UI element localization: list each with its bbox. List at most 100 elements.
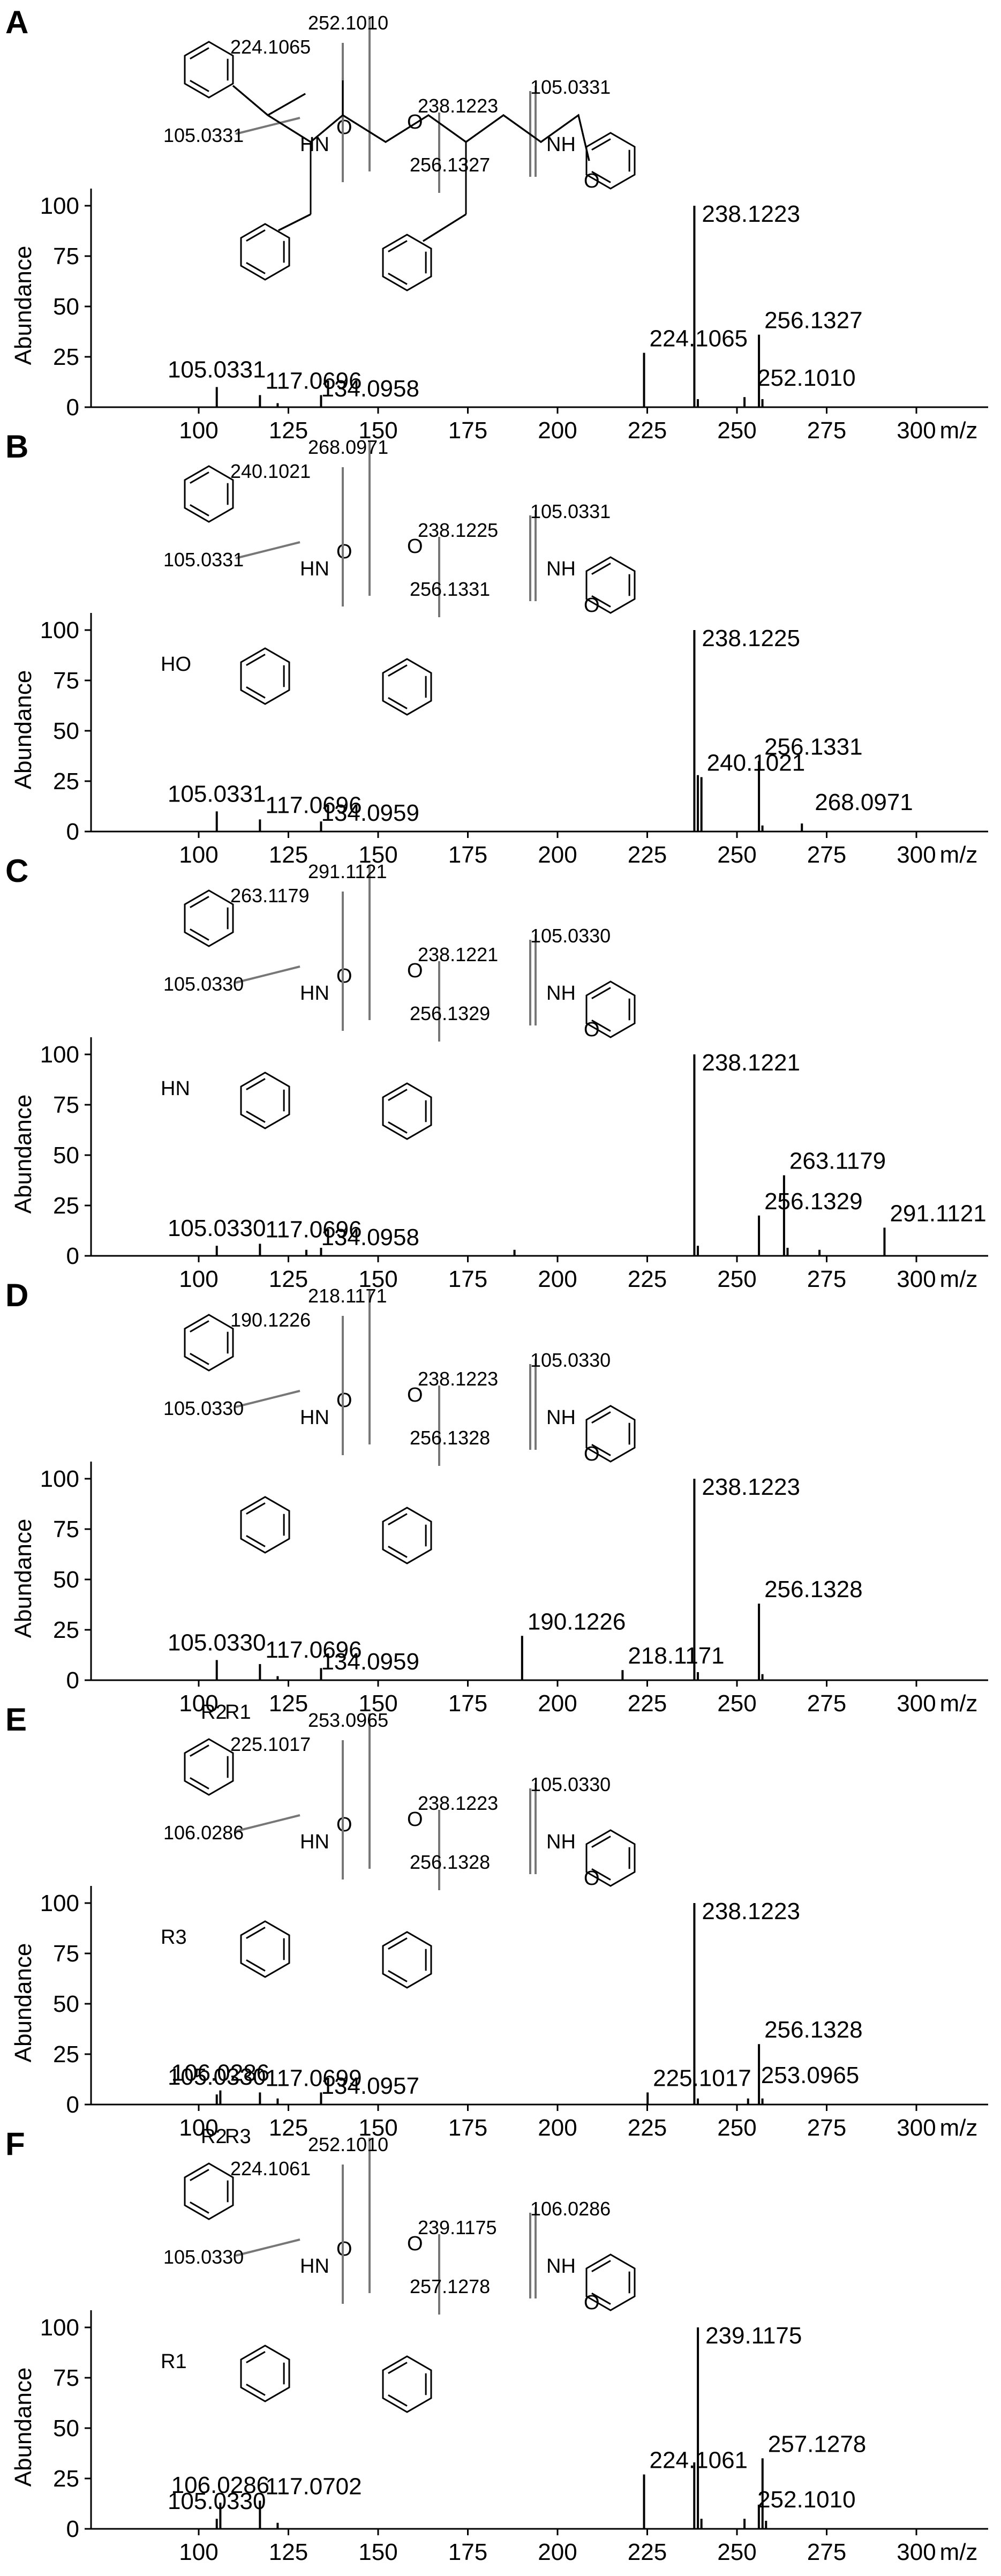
fragment-label: 105.0331 [163,124,244,146]
peak-label: 224.1065 [650,325,748,351]
carbonyl-o-label: O [336,1814,352,1836]
peak-label: 256.1327 [764,308,863,334]
amine-nh-label: HN [300,2255,329,2278]
x-tick-label: 125 [269,2539,308,2565]
peak-label: 105.0331 [168,781,266,807]
amide-o-label: O [584,170,600,192]
x-tick-label: 275 [807,2115,846,2141]
side-chain-ring [240,1496,290,1554]
x-tick-label: 300 [897,1690,936,1717]
x-tick-label: 200 [538,1266,577,1292]
x-tick-label: 125 [269,1266,308,1292]
ester-o-label: O [407,960,423,982]
y-tick-label: 50 [53,2415,79,2442]
peak-label: 117.0702 [265,2473,362,2499]
y-axis-title: Abundance [10,670,36,790]
peak-label: 225.1017 [653,2065,751,2091]
peak-label: 117.0699 [265,2065,362,2091]
y-tick-label: 100 [40,617,79,643]
peak-label: 134.0959 [321,1649,419,1675]
x-unit-label: m/z [940,1266,978,1292]
peaks: 105.0330106.0286117.0702224.1061239.1175… [168,2323,866,2529]
y-tick-label: 75 [53,1092,79,1118]
x-tick-label: 200 [538,417,577,444]
x-tick-label: 250 [717,1266,756,1292]
peak-label: 105.0330 [168,1215,266,1241]
peak-label: 105.0330 [168,2488,266,2514]
y-tick-label: 0 [66,1243,79,1269]
peak-label: 256.1329 [764,1188,863,1215]
side-chain-ring [240,223,290,281]
x-unit-label: m/z [940,842,978,868]
x-tick-label: 200 [538,842,577,868]
fragment-label: 105.0330 [530,925,611,947]
x-tick-label: 150 [358,1266,397,1292]
fragment-label: 105.0330 [163,973,244,995]
axes: 100 125 150 175 200 225 250 275 300 0 25 50 75 100 Abu… [10,1037,988,1292]
peak-label: 117.0696 [265,792,362,818]
fragment-label: 105.0330 [163,1397,244,1419]
peak-label: 190.1226 [528,1608,626,1635]
y-tick-label: 0 [66,1667,79,1694]
panel-letter: E [5,1702,27,1738]
fragment-label: 106.0286 [163,1822,244,1844]
fragment-label: 238.1225 [418,519,498,541]
x-tick-label: 175 [448,2539,487,2565]
panel-letter: B [5,429,28,465]
fragment-label: 238.1223 [418,95,498,117]
ester-o-label: O [407,111,423,133]
amine-nh-label: HN [300,1406,329,1429]
x-tick-label: 225 [628,1266,667,1292]
fragment-label: 256.1327 [410,154,490,176]
peak-label: 238.1225 [702,625,800,652]
panel-F: F HN O O NH O 252.1010 224.1061 105.0330 239.1175… [5,80,988,2565]
fragment-label: 105.0330 [530,1349,611,1371]
phenylalaninol-ring [382,658,432,716]
benzamide-ring [585,556,636,614]
substituent-label: R3 [161,1926,187,1949]
fragment-label: 256.1329 [410,1002,490,1024]
fragment-label: 106.0286 [530,2198,611,2220]
x-tick-label: 125 [269,417,308,444]
benzamide-ring [585,1405,636,1463]
amide-nh-label: NH [546,558,576,580]
fragment-label: 240.1021 [230,460,311,482]
amide-nh-label: NH [546,982,576,1005]
peak-label: 134.0958 [321,1224,419,1250]
y-tick-label: 50 [53,718,79,744]
fragment-label: 291.1121 [308,860,387,882]
x-tick-label: 225 [628,417,667,444]
substituent-label: R2 [201,1701,227,1724]
x-tick-label: 150 [358,2539,397,2565]
amide-o-label: O [584,594,600,617]
amide-o-label: O [584,2292,600,2314]
x-tick-label: 150 [358,842,397,868]
x-tick-label: 300 [897,842,936,868]
panel-letter: C [5,853,28,889]
fragment-label: 105.0331 [530,500,611,522]
x-tick-label: 200 [538,2115,577,2141]
substituent-label: R1 [225,1701,251,1724]
side-chain-ring [240,2345,290,2402]
panel-letter: F [5,2126,25,2162]
fragment-label: 238.1221 [418,943,498,965]
axes: 100 125 150 175 200 225 250 275 300 0 25 50 75 100 Abu… [10,613,988,868]
axes: 100 125 150 175 200 225 250 275 300 0 25 50 75 100 Abu… [10,1462,988,1717]
amide-nh-label: NH [546,2255,576,2278]
y-tick-label: 0 [66,819,79,845]
fragment-cleavage-lines [235,865,537,1042]
benzoyl-ring [184,2162,234,2220]
fragment-label: 105.0330 [530,1773,611,1795]
amine-nh-label: HN [300,1831,329,1853]
y-tick-label: 0 [66,2516,79,2542]
ester-o-label: O [407,535,423,558]
fragment-label: 257.1278 [410,2275,490,2297]
benzoyl-ring [184,41,234,99]
amine-nh-label: HN [300,558,329,580]
benzamide-ring [585,132,636,190]
x-tick-label: 250 [717,2539,756,2565]
fragment-label: 105.0331 [163,549,244,571]
